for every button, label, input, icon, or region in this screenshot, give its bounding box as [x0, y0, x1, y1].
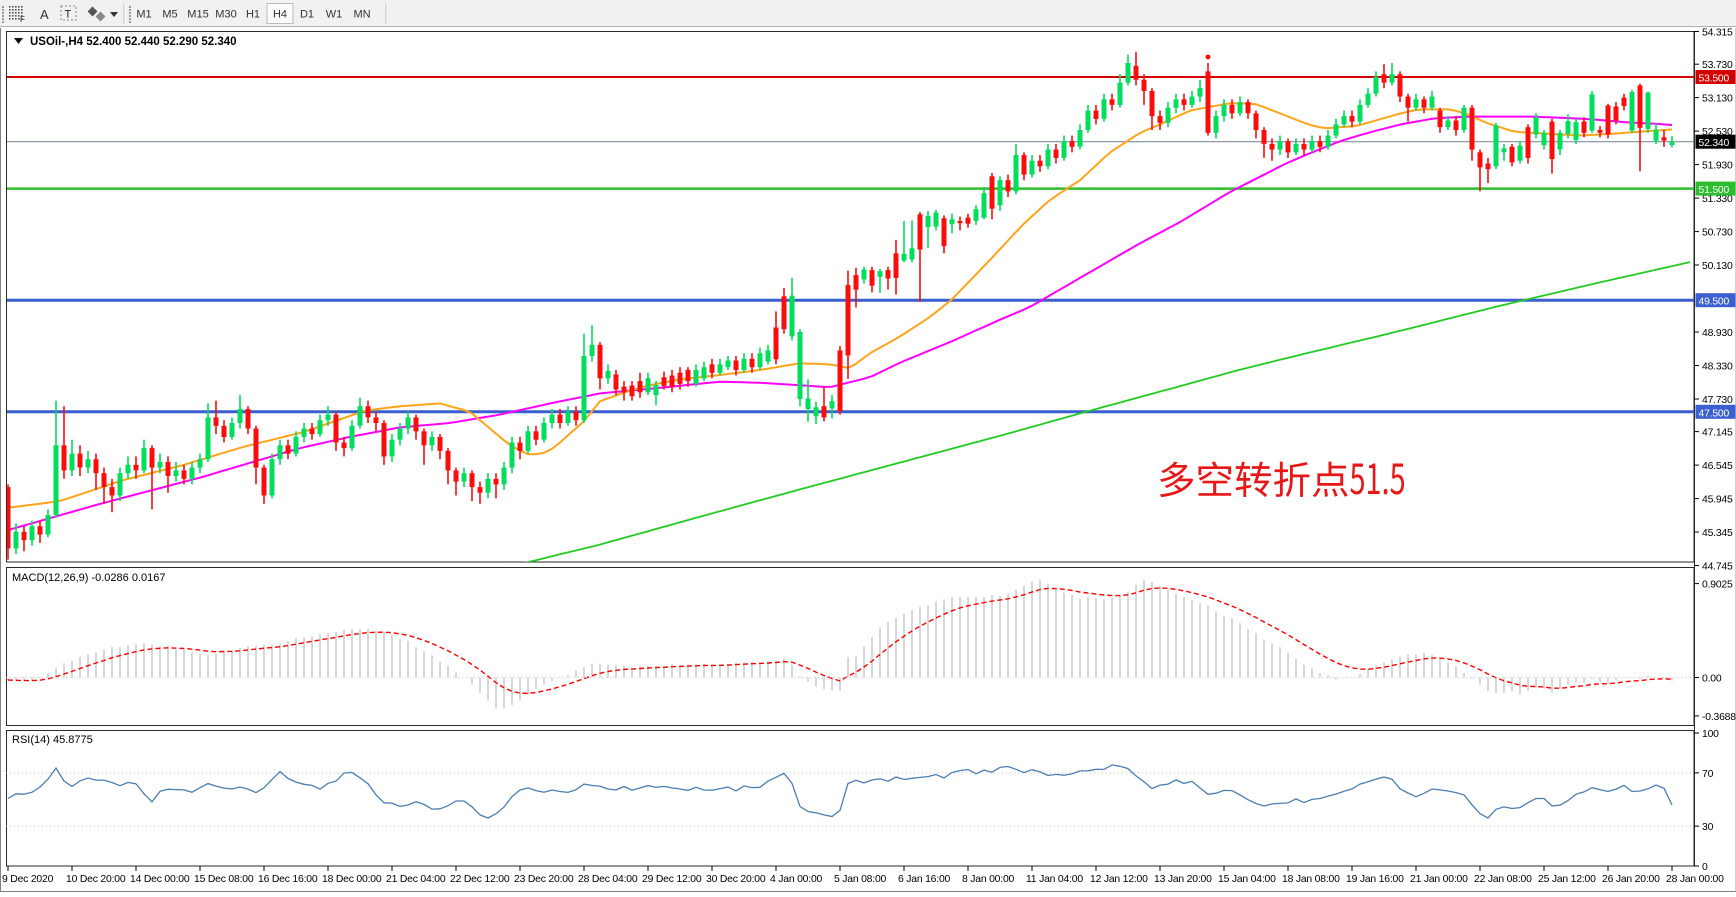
- svg-text:45.345: 45.345: [1702, 528, 1733, 539]
- svg-text:18 Jan 08:00: 18 Jan 08:00: [1282, 874, 1340, 885]
- svg-text:22 Dec 12:00: 22 Dec 12:00: [450, 874, 510, 885]
- svg-text:9 Dec 2020: 9 Dec 2020: [2, 874, 54, 885]
- svg-text:16 Dec 16:00: 16 Dec 16:00: [258, 874, 318, 885]
- svg-text:0.9025: 0.9025: [1702, 580, 1733, 591]
- svg-text:51.330: 51.330: [1702, 194, 1733, 205]
- svg-text:53.730: 53.730: [1702, 60, 1733, 71]
- svg-text:26 Jan 20:00: 26 Jan 20:00: [1602, 874, 1660, 885]
- svg-text:MACD(12,26,9) -0.0286 0.0167: MACD(12,26,9) -0.0286 0.0167: [12, 572, 165, 584]
- svg-text:30: 30: [1702, 822, 1714, 833]
- svg-text:5 Jan 08:00: 5 Jan 08:00: [834, 874, 887, 885]
- svg-text:50.130: 50.130: [1702, 261, 1733, 272]
- svg-text:70: 70: [1702, 769, 1714, 780]
- svg-text:A: A: [40, 7, 49, 22]
- svg-text:47.145: 47.145: [1702, 428, 1733, 439]
- svg-text:M30: M30: [215, 9, 236, 21]
- svg-text:15 Dec 08:00: 15 Dec 08:00: [194, 874, 254, 885]
- svg-text:D1: D1: [300, 9, 314, 21]
- svg-text:47.500: 47.500: [1699, 408, 1730, 419]
- svg-text:25 Jan 12:00: 25 Jan 12:00: [1538, 874, 1596, 885]
- svg-text:14 Dec 00:00: 14 Dec 00:00: [130, 874, 190, 885]
- svg-text:12 Jan 12:00: 12 Jan 12:00: [1090, 874, 1148, 885]
- svg-text:28 Dec 04:00: 28 Dec 04:00: [578, 874, 638, 885]
- svg-text:0.00: 0.00: [1702, 674, 1722, 685]
- svg-text:50.730: 50.730: [1702, 228, 1733, 239]
- svg-text:11 Jan 04:00: 11 Jan 04:00: [1026, 874, 1083, 885]
- svg-text:0: 0: [1702, 862, 1708, 873]
- svg-text:13 Jan 20:00: 13 Jan 20:00: [1154, 874, 1212, 885]
- svg-text:47.730: 47.730: [1702, 395, 1733, 406]
- svg-text:23 Dec 20:00: 23 Dec 20:00: [514, 874, 574, 885]
- svg-text:48.330: 48.330: [1702, 362, 1733, 373]
- svg-text:29 Dec 12:00: 29 Dec 12:00: [642, 874, 702, 885]
- svg-text:M15: M15: [187, 9, 208, 21]
- svg-text:53.130: 53.130: [1702, 94, 1733, 105]
- svg-text:52.340: 52.340: [1699, 138, 1730, 149]
- svg-text:W1: W1: [326, 9, 343, 21]
- svg-text:54.315: 54.315: [1702, 28, 1733, 39]
- svg-text:19 Jan 16:00: 19 Jan 16:00: [1346, 874, 1404, 885]
- svg-text:8 Jan 00:00: 8 Jan 00:00: [962, 874, 1015, 885]
- svg-text:51.930: 51.930: [1702, 161, 1733, 172]
- svg-text:10 Dec 20:00: 10 Dec 20:00: [66, 874, 126, 885]
- svg-text:RSI(14) 45.8775: RSI(14) 45.8775: [12, 734, 93, 746]
- svg-text:21 Dec 04:00: 21 Dec 04:00: [386, 874, 446, 885]
- svg-text:45.945: 45.945: [1702, 495, 1733, 506]
- svg-text:M5: M5: [162, 9, 177, 21]
- svg-text:6 Jan 16:00: 6 Jan 16:00: [898, 874, 951, 885]
- svg-text:18 Dec 00:00: 18 Dec 00:00: [322, 874, 382, 885]
- svg-text:H1: H1: [246, 9, 260, 21]
- svg-text:53.500: 53.500: [1699, 74, 1730, 85]
- svg-text:30 Dec 20:00: 30 Dec 20:00: [706, 874, 766, 885]
- svg-text:44.745: 44.745: [1702, 562, 1733, 573]
- svg-text:4 Jan 00:00: 4 Jan 00:00: [770, 874, 823, 885]
- svg-text:F: F: [20, 15, 25, 24]
- svg-text:T: T: [65, 9, 72, 21]
- svg-text:100: 100: [1702, 729, 1719, 740]
- svg-text:28 Jan 00:00: 28 Jan 00:00: [1666, 874, 1724, 885]
- svg-text:22 Jan 08:00: 22 Jan 08:00: [1474, 874, 1532, 885]
- svg-text:15 Jan 04:00: 15 Jan 04:00: [1218, 874, 1276, 885]
- svg-text:MN: MN: [353, 9, 370, 21]
- svg-text:H4: H4: [273, 9, 287, 21]
- svg-text:21 Jan 00:00: 21 Jan 00:00: [1410, 874, 1468, 885]
- svg-text:52.530: 52.530: [1702, 127, 1733, 138]
- svg-text:-0.3688: -0.3688: [1702, 712, 1736, 723]
- svg-text:49.500: 49.500: [1699, 297, 1730, 308]
- svg-text:46.545: 46.545: [1702, 461, 1733, 472]
- svg-text:M1: M1: [136, 9, 151, 21]
- svg-text:USOil-,H4 52.400 52.440 52.29: USOil-,H4 52.400 52.440 52.290 52.340: [30, 36, 237, 48]
- svg-text:48.930: 48.930: [1702, 328, 1733, 339]
- svg-text:51.500: 51.500: [1699, 185, 1730, 196]
